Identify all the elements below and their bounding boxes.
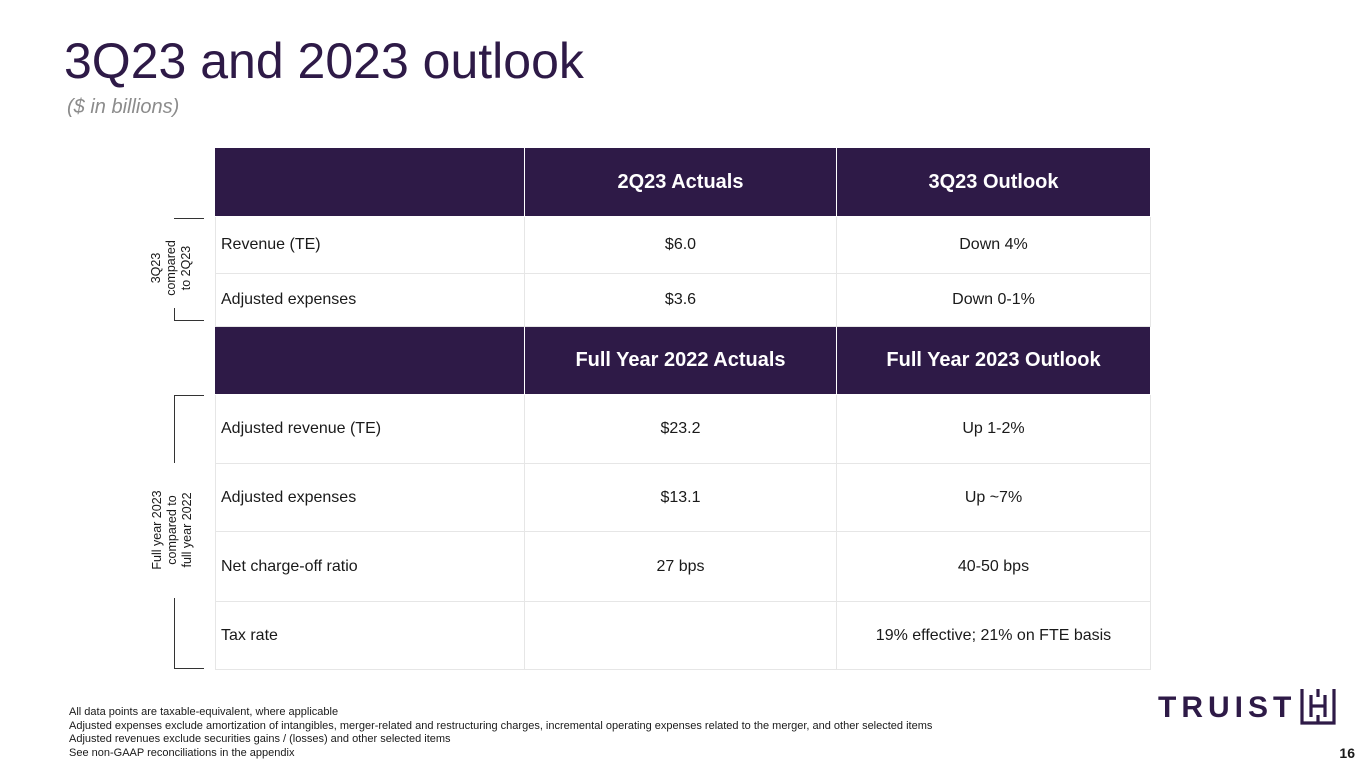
table-row: Adjusted expenses $3.6 Down 0-1% bbox=[215, 273, 1151, 327]
year-header-row: Full Year 2022 Actuals Full Year 2023 Ou… bbox=[215, 326, 1151, 395]
year-actuals-header: Full Year 2022 Actuals bbox=[524, 326, 837, 395]
table-row: Adjusted revenue (TE) $23.2 Up 1-2% bbox=[215, 394, 1151, 464]
logo-wordmark: TRUIST bbox=[1158, 691, 1297, 724]
row-actual: $6.0 bbox=[524, 216, 837, 274]
row-actual: $13.1 bbox=[524, 463, 837, 532]
row-actual: 27 bps bbox=[524, 531, 837, 602]
row-actual bbox=[524, 601, 837, 670]
footnote: Adjusted expenses exclude amortization o… bbox=[69, 719, 933, 732]
footnotes: All data points are taxable-equivalent, … bbox=[69, 706, 932, 760]
row-outlook: 19% effective; 21% on FTE basis bbox=[836, 601, 1151, 670]
page-number: 16 bbox=[1339, 745, 1355, 761]
row-outlook: 40-50 bps bbox=[836, 531, 1151, 602]
table-row: Tax rate 19% effective; 21% on FTE basis bbox=[215, 601, 1151, 670]
row-label: Revenue (TE) bbox=[215, 216, 525, 274]
table-row: Net charge-off ratio 27 bps 40-50 bps bbox=[215, 531, 1151, 602]
row-label: Tax rate bbox=[215, 601, 525, 670]
table-row: Adjusted expenses $13.1 Up ~7% bbox=[215, 463, 1151, 532]
year-bracket-bottom bbox=[174, 598, 204, 669]
year-outlook-header: Full Year 2023 Outlook bbox=[836, 326, 1151, 395]
row-outlook: Down 0-1% bbox=[836, 273, 1151, 327]
quarter-header-row: 2Q23 Actuals 3Q23 Outlook bbox=[215, 147, 1151, 217]
footnote: All data points are taxable-equivalent, … bbox=[69, 706, 339, 718]
row-actual: $3.6 bbox=[524, 273, 837, 327]
page-subtitle: ($ in billions) bbox=[67, 96, 180, 118]
quarter-outlook-header: 3Q23 Outlook bbox=[836, 147, 1151, 217]
row-outlook: Up ~7% bbox=[836, 463, 1151, 532]
row-actual: $23.2 bbox=[524, 394, 837, 464]
quarter-comparison-label: 3Q23 compared to 2Q23 bbox=[149, 240, 193, 296]
truist-mark-icon bbox=[1300, 687, 1336, 730]
quarter-bracket-top bbox=[174, 218, 204, 219]
quarter-bracket-bottom bbox=[174, 308, 204, 321]
row-outlook: Up 1-2% bbox=[836, 394, 1151, 464]
year-comparison-label: Full year 2023 compared to full year 202… bbox=[150, 490, 194, 570]
year-header-blank bbox=[215, 326, 525, 395]
year-bracket-top bbox=[174, 395, 204, 463]
table-row: Revenue (TE) $6.0 Down 4% bbox=[215, 216, 1151, 274]
footnote: Adjusted revenues exclude securities gai… bbox=[69, 733, 451, 745]
row-label: Adjusted expenses bbox=[215, 273, 525, 327]
quarter-header-blank bbox=[215, 147, 525, 217]
truist-logo: TRUIST bbox=[1158, 688, 1336, 728]
row-label: Adjusted expenses bbox=[215, 463, 525, 532]
row-label: Adjusted revenue (TE) bbox=[215, 394, 525, 464]
footnote: See non-GAAP reconciliations in the appe… bbox=[69, 746, 295, 759]
outlook-table: 2Q23 Actuals 3Q23 Outlook Revenue (TE) $… bbox=[215, 147, 1151, 670]
row-outlook: Down 4% bbox=[836, 216, 1151, 274]
quarter-actuals-header: 2Q23 Actuals bbox=[524, 147, 837, 217]
page-title: 3Q23 and 2023 outlook bbox=[64, 33, 584, 89]
row-label: Net charge-off ratio bbox=[215, 531, 525, 602]
